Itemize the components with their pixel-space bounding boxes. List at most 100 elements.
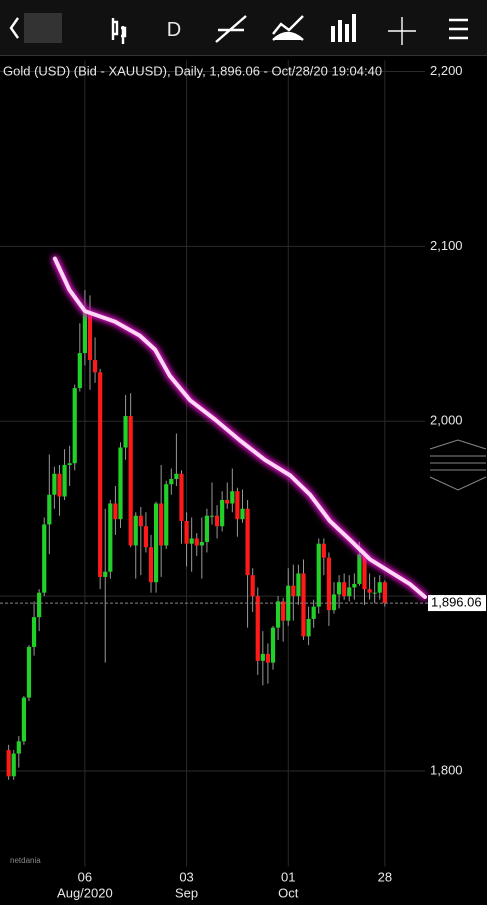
candle-body xyxy=(128,416,133,546)
candle-body xyxy=(148,547,154,583)
x-month-label: Oct xyxy=(278,885,299,900)
candle-body xyxy=(377,582,382,593)
chart-title: Gold (USD) (Bid - XAUUSD), Daily, 1,896.… xyxy=(3,63,382,78)
x-tick-label: 06 xyxy=(78,869,92,884)
candle-body xyxy=(16,741,21,754)
candle-body xyxy=(11,753,16,777)
candle-body xyxy=(265,653,271,663)
candle-body xyxy=(245,508,250,576)
candle-body xyxy=(123,416,128,448)
candle-body xyxy=(87,312,93,361)
back-button[interactable] xyxy=(9,17,19,39)
app-logo[interactable] xyxy=(24,13,62,43)
x-month-label: Sep xyxy=(175,885,198,900)
candle-body xyxy=(382,582,387,604)
candle-body xyxy=(92,360,98,373)
candle-body xyxy=(57,473,62,497)
crosshair-button[interactable] xyxy=(388,17,416,45)
candle-body xyxy=(108,503,113,572)
candle-body xyxy=(118,447,123,520)
candle-body xyxy=(98,372,103,577)
candle-body xyxy=(189,538,194,544)
candle-body xyxy=(52,473,57,495)
average-line xyxy=(52,256,427,599)
toolbar xyxy=(0,0,487,55)
logo: netdania xyxy=(10,856,41,865)
candle-body xyxy=(331,594,337,611)
x-tick-label: 28 xyxy=(378,869,392,884)
candle-body xyxy=(260,653,265,661)
candle-body xyxy=(275,601,281,628)
candle-body xyxy=(21,697,26,742)
candle-body xyxy=(372,592,377,594)
candle-body xyxy=(357,554,362,584)
last-price-box xyxy=(428,595,486,612)
candle-body xyxy=(169,478,174,485)
candle-body xyxy=(230,491,235,504)
candle-body xyxy=(159,503,164,546)
candle-body xyxy=(250,575,255,597)
candle-body xyxy=(184,520,189,544)
candle-body xyxy=(255,596,260,661)
last-price-label: 1,896.06 xyxy=(431,595,482,610)
candle-body xyxy=(42,524,47,593)
candle-body xyxy=(164,484,169,546)
candle-body xyxy=(6,750,11,777)
candle-body xyxy=(47,494,52,525)
candle-body xyxy=(103,571,108,577)
candle-body xyxy=(220,499,225,527)
candle-body xyxy=(133,515,138,546)
candle-body xyxy=(326,557,332,611)
candle-body xyxy=(291,585,296,597)
y-tick-label: 2,100 xyxy=(430,238,463,253)
candle-body xyxy=(301,573,306,637)
scale-handle[interactable] xyxy=(429,439,487,491)
candle-body xyxy=(240,508,245,520)
candle-body xyxy=(286,585,291,621)
candle-body xyxy=(77,353,82,389)
candle-body xyxy=(235,491,240,520)
y-tick-label: 2,200 xyxy=(430,63,463,78)
candle-body xyxy=(316,543,321,607)
x-month-label: Aug/2020 xyxy=(57,885,113,900)
candle-body xyxy=(367,589,372,593)
candle-body xyxy=(67,463,72,466)
candle-body xyxy=(352,583,357,588)
candle-body xyxy=(179,473,184,521)
chart-type-button[interactable] xyxy=(111,18,127,44)
candle-body xyxy=(174,473,179,479)
candle-body xyxy=(347,587,352,597)
volume-button[interactable] xyxy=(331,14,356,42)
candle-body xyxy=(362,554,367,590)
candle-body xyxy=(225,499,230,504)
candle-body xyxy=(311,606,316,619)
candle-body xyxy=(82,312,87,354)
candle-body xyxy=(281,601,286,621)
candle-body xyxy=(214,515,220,527)
candle-body xyxy=(204,515,210,542)
candle-body xyxy=(342,582,347,597)
candle-body xyxy=(31,617,37,647)
candle-body xyxy=(113,503,118,520)
y-tick-label: 2,000 xyxy=(430,413,463,428)
x-tick-label: 01 xyxy=(281,869,295,884)
candle-body xyxy=(296,573,301,597)
candle-body xyxy=(194,538,199,546)
indicator-button[interactable] xyxy=(272,15,304,41)
candle-body xyxy=(306,618,311,637)
candle-body xyxy=(62,465,67,497)
candle-body xyxy=(270,627,276,663)
menu-button[interactable] xyxy=(449,18,468,40)
y-tick-label: 1,800 xyxy=(430,762,463,777)
candle-body xyxy=(37,592,42,618)
candle-body xyxy=(209,515,215,517)
x-tick-label: 03 xyxy=(179,869,193,884)
candle-body xyxy=(138,515,143,527)
draw-line-button[interactable] xyxy=(215,15,247,43)
period-button[interactable]: D xyxy=(167,19,181,41)
candle-body xyxy=(199,541,204,546)
candle-body xyxy=(26,646,32,698)
candle-body xyxy=(321,543,326,558)
candle-body xyxy=(72,388,77,464)
